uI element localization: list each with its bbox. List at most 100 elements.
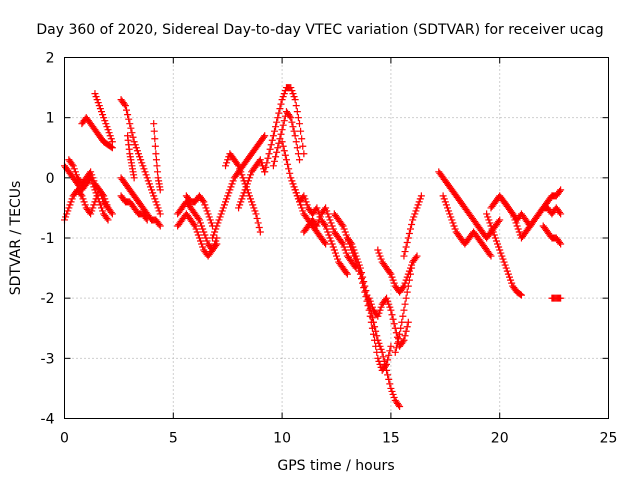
data-point [404, 318, 412, 326]
data-point [79, 195, 87, 203]
data-point [250, 204, 258, 212]
data-point [108, 144, 116, 152]
data-point [99, 111, 107, 119]
data-point [321, 220, 329, 228]
data-point [65, 204, 73, 212]
data-point [323, 207, 331, 215]
data-point [203, 207, 211, 215]
data-point [401, 300, 409, 308]
data-point [338, 239, 346, 247]
data-point [205, 213, 213, 221]
data-point [384, 297, 392, 305]
data-point [290, 93, 298, 101]
data-point [495, 243, 503, 251]
data-point [137, 156, 145, 164]
data-point [290, 183, 298, 191]
data-point [155, 220, 163, 228]
data-point [405, 229, 413, 237]
data-point [220, 201, 228, 209]
data-point [265, 150, 273, 158]
data-point [288, 177, 296, 185]
data-point [87, 168, 95, 176]
data-point [299, 142, 307, 150]
data-point [383, 366, 391, 374]
data-point [315, 216, 323, 224]
data-point [387, 342, 395, 350]
data-point [491, 234, 499, 242]
data-point [132, 144, 140, 152]
axis-ticks: 0 5 10 15 20 25 -4 -3 -2 -1 0 1 2 [41, 51, 618, 447]
data-point [496, 246, 504, 254]
data-point [282, 156, 290, 164]
data-point [326, 216, 334, 224]
data-point [401, 279, 409, 287]
data-point [514, 225, 522, 233]
data-point [340, 225, 348, 233]
data-point [240, 189, 248, 197]
data-point [324, 228, 332, 236]
series-arc-q [261, 84, 308, 176]
data-point [288, 118, 296, 126]
data-point [156, 222, 164, 230]
series-arc-i [124, 132, 138, 182]
data-point [517, 291, 525, 299]
data-point [207, 248, 215, 256]
data-point [121, 102, 129, 110]
data-point [95, 102, 103, 110]
data-point [557, 210, 565, 218]
data-point [208, 246, 216, 254]
data-point [218, 207, 226, 215]
data-point [348, 240, 356, 248]
data-point [416, 195, 424, 203]
data-point [389, 390, 397, 398]
data-point [253, 214, 261, 222]
data-point [279, 93, 287, 101]
data-point [252, 210, 260, 218]
data-point [139, 162, 147, 170]
data-point [371, 323, 379, 331]
data-point [156, 210, 164, 218]
data-point [94, 184, 102, 192]
data-point [448, 216, 456, 224]
series-arc-g [117, 174, 164, 230]
data-point [404, 234, 412, 242]
data-point [256, 228, 264, 236]
data-point [292, 102, 300, 110]
data-point [446, 210, 454, 218]
data-point [264, 154, 272, 162]
data-point [152, 156, 160, 164]
data-point [229, 177, 237, 185]
series-arc-x [365, 294, 412, 350]
data-point [322, 240, 330, 248]
data-point [440, 195, 448, 203]
data-point [356, 264, 364, 272]
series-arc-d [78, 114, 116, 152]
data-point [327, 237, 335, 245]
y-tick-label: -1 [41, 231, 55, 247]
data-point [235, 162, 243, 170]
data-point [325, 213, 333, 221]
data-point [87, 210, 95, 218]
data-point [285, 165, 293, 173]
data-point [404, 282, 412, 290]
data-point [450, 222, 458, 230]
data-point [372, 327, 380, 335]
data-point [62, 213, 70, 221]
data-point [200, 228, 208, 236]
data-point [89, 174, 97, 182]
data-point [128, 129, 136, 137]
data-point [67, 198, 75, 206]
data-point [103, 214, 111, 222]
data-point [341, 228, 349, 236]
series-arc-j [150, 120, 164, 194]
data-point [387, 306, 395, 314]
data-point [274, 144, 282, 152]
data-point [299, 207, 307, 215]
data-point [225, 189, 233, 197]
data-point [376, 360, 384, 368]
data-point [377, 255, 385, 263]
data-point [386, 380, 394, 388]
data-point [386, 269, 394, 277]
data-point [153, 162, 161, 170]
data-point [273, 118, 281, 126]
